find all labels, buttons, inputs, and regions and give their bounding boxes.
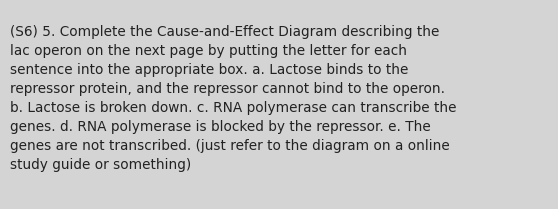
Text: (S6) 5. Complete the Cause-and-Effect Diagram describing the
lac operon on the n: (S6) 5. Complete the Cause-and-Effect Di… [10,25,456,172]
